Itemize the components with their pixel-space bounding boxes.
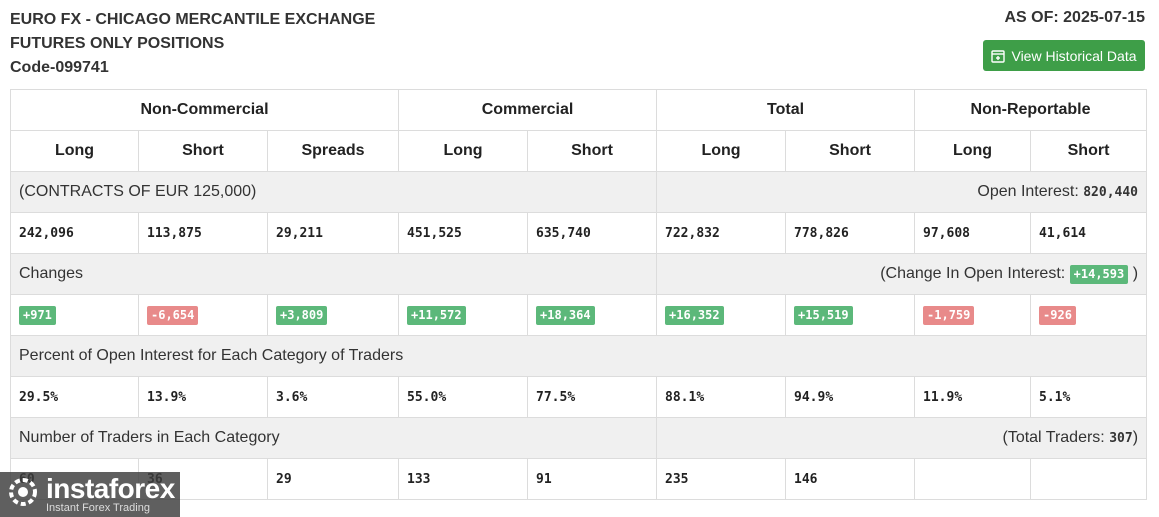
- column-header: Long: [914, 130, 1032, 172]
- calendar-icon: [991, 49, 1006, 63]
- group-total: Total: [656, 89, 916, 131]
- group-non-reportable: Non-Reportable: [914, 89, 1148, 131]
- table-cell: 451,525: [398, 212, 529, 254]
- group-commercial: Commercial: [398, 89, 658, 131]
- column-header: Long: [398, 130, 529, 172]
- change-badge: -926: [1039, 305, 1076, 325]
- table-cell: [1030, 458, 1148, 500]
- table-cell: -1,759: [914, 294, 1032, 336]
- table-cell: -6,654: [138, 294, 268, 336]
- column-header-row: Long Short Spreads Long Short Long Short…: [10, 130, 1148, 172]
- instaforex-watermark: instaforex Instant Forex Trading: [0, 472, 180, 517]
- table-cell: 5.1%: [1030, 376, 1148, 418]
- table-cell: [914, 458, 1032, 500]
- open-interest-label: Open Interest:: [977, 183, 1079, 200]
- change-badge: +16,352: [665, 305, 724, 325]
- table-cell: 3.6%: [266, 376, 400, 418]
- view-historical-data-label: View Historical Data: [1011, 47, 1137, 64]
- group-non-commercial: Non-Commercial: [9, 89, 400, 131]
- column-header: Short: [1030, 130, 1148, 172]
- table-cell: 29.5%: [10, 376, 139, 418]
- report-header: EURO FX - CHICAGO MERCANTILE EXCHANGE FU…: [10, 8, 375, 80]
- table-cell: 94.9%: [785, 376, 916, 418]
- instaforex-logo-icon: [6, 475, 40, 514]
- total-traders-value: 307: [1109, 431, 1133, 446]
- traders-row: 60 36 29 133 91 235 146: [10, 458, 1148, 500]
- traders-band: Number of Traders in Each Category (Tota…: [9, 417, 1148, 459]
- change-badge: +15,519: [794, 305, 853, 325]
- table-cell: +971: [10, 294, 139, 336]
- change-badge: +11,572: [407, 305, 466, 325]
- column-header: Short: [527, 130, 658, 172]
- view-historical-data-button[interactable]: View Historical Data: [983, 40, 1145, 71]
- column-header: Short: [138, 130, 268, 172]
- total-traders-close: ): [1132, 429, 1139, 446]
- table-cell: 11.9%: [914, 376, 1032, 418]
- watermark-name: instaforex: [46, 472, 175, 504]
- table-cell: 242,096: [10, 212, 139, 254]
- changes-band: Changes (Change In Open Interest: +14,59…: [9, 253, 1148, 295]
- table-cell: 13.9%: [138, 376, 268, 418]
- table-cell: 55.0%: [398, 376, 529, 418]
- contracts-row: 242,096 113,875 29,211 451,525 635,740 7…: [10, 212, 1148, 254]
- report-code: Code-099741: [10, 59, 109, 76]
- oi-change-badge: +14,593: [1069, 264, 1129, 284]
- table-cell: +16,352: [656, 294, 787, 336]
- change-badge: -1,759: [923, 305, 975, 325]
- oi-change-close: ): [1132, 264, 1139, 282]
- column-header: Long: [656, 130, 787, 172]
- positions-table: Non-Commercial Commercial Total Non-Repo…: [9, 89, 1148, 500]
- change-badge: -6,654: [147, 305, 199, 325]
- column-header: Long: [10, 130, 139, 172]
- table-cell: +15,519: [785, 294, 916, 336]
- oi-change: (Change In Open Interest: +14,593 ): [656, 253, 1148, 295]
- traders-label: Number of Traders in Each Category: [9, 417, 658, 459]
- table-cell: 91: [527, 458, 658, 500]
- table-cell: 41,614: [1030, 212, 1148, 254]
- report-title: EURO FX - CHICAGO MERCANTILE EXCHANGE: [10, 11, 376, 28]
- table-cell: 97,608: [914, 212, 1032, 254]
- column-header: Spreads: [266, 130, 400, 172]
- table-cell: 113,875: [138, 212, 268, 254]
- percent-row: 29.5% 13.9% 3.6% 55.0% 77.5% 88.1% 94.9%…: [10, 376, 1148, 418]
- open-interest-value: 820,440: [1083, 185, 1139, 200]
- change-badge: +971: [19, 305, 56, 325]
- total-traders-label: (Total Traders:: [1002, 429, 1105, 446]
- oi-change-label: (Change In Open Interest:: [880, 264, 1066, 282]
- table-cell: 235: [656, 458, 787, 500]
- change-badge: +18,364: [536, 305, 595, 325]
- table-cell: +18,364: [527, 294, 658, 336]
- open-interest: Open Interest: 820,440: [656, 171, 1148, 213]
- column-header: Short: [785, 130, 916, 172]
- table-cell: 133: [398, 458, 529, 500]
- table-cell: 29: [266, 458, 400, 500]
- table-cell: +11,572: [398, 294, 529, 336]
- table-cell: 722,832: [656, 212, 787, 254]
- contracts-label: (CONTRACTS OF EUR 125,000): [9, 171, 658, 213]
- percent-band: Percent of Open Interest for Each Catego…: [9, 335, 1148, 377]
- table-cell: 88.1%: [656, 376, 787, 418]
- table-cell: 778,826: [785, 212, 916, 254]
- as-of-date: AS OF: 2025-07-15: [1004, 9, 1145, 26]
- watermark-tagline: Instant Forex Trading: [46, 501, 150, 514]
- changes-label: Changes: [9, 253, 658, 295]
- changes-row: +971 -6,654 +3,809 +11,572 +18,364 +16,3…: [10, 294, 1148, 336]
- percent-label: Percent of Open Interest for Each Catego…: [9, 335, 1148, 377]
- table-cell: 29,211: [266, 212, 400, 254]
- total-traders: (Total Traders: 307): [656, 417, 1148, 459]
- report-subtitle: FUTURES ONLY POSITIONS: [10, 35, 225, 52]
- contracts-band: (CONTRACTS OF EUR 125,000) Open Interest…: [9, 171, 1148, 213]
- table-cell: 146: [785, 458, 916, 500]
- table-cell: 77.5%: [527, 376, 658, 418]
- table-cell: -926: [1030, 294, 1148, 336]
- group-header-row: Non-Commercial Commercial Total Non-Repo…: [9, 89, 1148, 131]
- table-cell: 635,740: [527, 212, 658, 254]
- change-badge: +3,809: [276, 305, 328, 325]
- table-cell: +3,809: [266, 294, 400, 336]
